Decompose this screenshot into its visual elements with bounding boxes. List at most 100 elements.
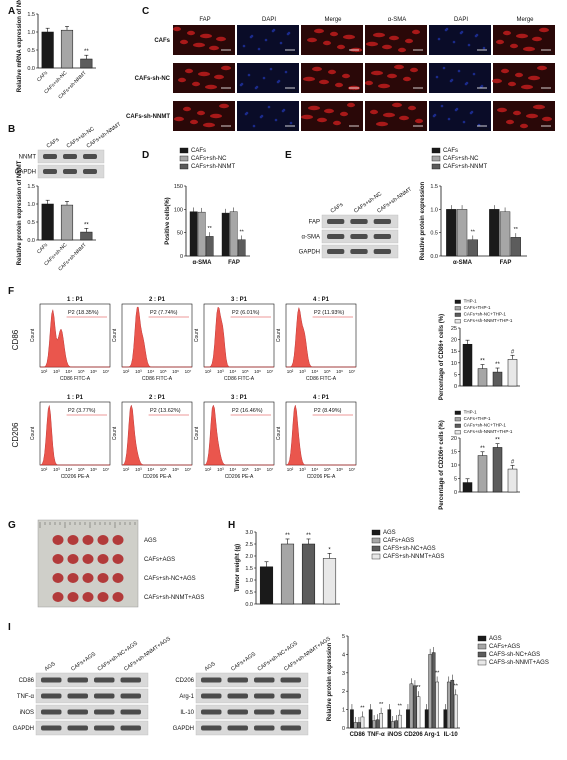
panel-c-nucleus (442, 66, 446, 70)
panel-e-tick-label: 1.5 (430, 184, 438, 190)
panel-i-tick-label: 3 (342, 671, 345, 677)
panel-c-cell (198, 71, 210, 77)
panel-c-nucleus (435, 75, 439, 79)
panel-h-tick-label: 0.5 (245, 590, 253, 596)
panel-f-cd206-flow-x-tick: 10² (287, 467, 294, 472)
panel-g-row-label: CAFs+AGS (144, 557, 175, 563)
panel-c-cell (389, 35, 399, 41)
panel-g-tumor (82, 554, 94, 564)
panel-c-cell (387, 73, 397, 79)
panel-i-legend-swatch (477, 659, 487, 666)
panel-c-cell (340, 111, 348, 117)
panel-c-column-title: DAPI (454, 17, 468, 23)
panel-i-blot2-band (254, 709, 275, 715)
panel-h-legend-label: CAFS+sh-NNMT+AGS (383, 554, 444, 560)
panel-c-cell (193, 42, 205, 48)
panel-c-cell (520, 123, 528, 129)
panel-f-cd86-flow-histogram (39, 309, 110, 368)
panel-h-sig: * (328, 547, 331, 553)
panel-f-cd86-flow-title: 2 : P1 (149, 297, 166, 303)
panel-c-cell (185, 68, 193, 74)
panel-c-scale-label: 50μm (543, 50, 554, 55)
panel-i-blot2-row-label: CD206 (175, 678, 194, 684)
panel-c-nucleus (474, 34, 478, 38)
panel-f-cd86-flow-x-tick: 10⁵ (324, 369, 331, 374)
panel-c-scale-label: 50μm (223, 88, 234, 93)
panel-c-cell (497, 107, 507, 113)
panel-c-cell (342, 73, 350, 79)
panel-f-cd86-legend-swatch (454, 299, 461, 304)
panel-f-cd86-flow-x-tick: 10³ (299, 369, 306, 374)
panel-a-tick-label: 0.5 (27, 48, 35, 54)
panel-d-legend-swatch (179, 163, 189, 170)
panel-c-cell (197, 110, 205, 116)
panel-i-blot1-band (67, 725, 88, 731)
panel-c-cell (216, 36, 226, 42)
panel-g-label: G (8, 520, 16, 531)
panel-f-cd206-bars-bar (462, 482, 473, 493)
panel-i-sig: ** (398, 704, 403, 710)
panel-a-tick-label: 1.0 (27, 30, 35, 36)
panel-i-blot2-band (280, 677, 301, 683)
panel-e-blot-band (373, 219, 391, 224)
panel-h-legend-swatch (371, 537, 381, 544)
panel-e-legend-label: CAFs+sh-NNMT (443, 164, 488, 170)
panel-i-blot2-band (280, 709, 301, 715)
panel-d-bar (221, 212, 230, 257)
panel-c-scale-label: 50μm (415, 126, 426, 131)
panel-f-cd86-legend-swatch (454, 319, 461, 324)
panel-i-sig: ** (416, 685, 421, 691)
panel-f-cd86-bars-tick-label: 5 (454, 372, 457, 378)
panel-e-label: E (285, 150, 292, 161)
panel-i-bar (350, 709, 354, 729)
panel-b-tick-label: 1.0 (27, 202, 35, 208)
panel-i-sig: ** (435, 670, 440, 676)
panel-c-nucleus (286, 32, 290, 36)
panel-c-row-label: CAFs (154, 38, 170, 44)
panel-d-tick-label: 100 (174, 207, 183, 213)
panel-i-blot1-row-label: TNF-α (17, 694, 35, 700)
panel-f-cd206-flow-gate-label: P2 (13.62%) (150, 408, 181, 414)
panel-c-scale-label: 50μm (479, 126, 490, 131)
panel-i-bar (424, 709, 429, 729)
panel-i-legend-label: CAFS-sh-NC+AGS (489, 652, 540, 658)
panel-f-cd86-flow-histogram (204, 306, 274, 368)
panel-i-blot2-band (227, 693, 248, 699)
panel-f-cd86-flow-gate-label: P2 (7.74%) (150, 310, 178, 316)
panel-i-group-label: iNOS (387, 732, 402, 738)
panel-i-blot1-blot-strip (35, 720, 149, 736)
panel-b-blot-band (43, 154, 57, 159)
panel-f-cd86-flow-title: 4 : P1 (313, 297, 330, 303)
panel-i-blot2-blot-strip (195, 704, 309, 720)
panel-f-cd206-flow-x-tick: 10² (123, 467, 130, 472)
panel-e-bar (467, 239, 478, 257)
panel-f-cd206-flow-x-tick: 10⁶ (336, 467, 343, 472)
panel-c-scale-label: 50μm (479, 88, 490, 93)
panel-i-blot1-row-label: GAPDH (13, 726, 34, 732)
panel-c-cell (496, 39, 504, 45)
panel-f-cd206-flow-title: 2 : P1 (149, 395, 166, 401)
panel-c-cell (383, 112, 395, 118)
panel-f-cd86-bars-tick-label: 25 (451, 326, 457, 332)
panel-g-tumor (97, 573, 109, 583)
panel-c-scale-label: 50μm (543, 88, 554, 93)
panel-i-blot2-lane-label: CAFs+AGS (230, 651, 257, 672)
panel-c-cell (398, 47, 406, 53)
panel-c-nucleus (437, 37, 441, 41)
panel-g-tumor (52, 554, 64, 564)
panel-d-tick-label: 0 (180, 254, 183, 260)
panel-c-scale-label: 50μm (351, 88, 362, 93)
panel-i-bar (409, 683, 414, 729)
panel-i-blot1-blot-strip (35, 672, 149, 688)
panel-i-group-label: CD206 (404, 732, 423, 738)
panel-f-cd206-flow-x-tick: 10³ (135, 467, 142, 472)
panel-f-cd86-bars-tick-label: 0 (454, 384, 457, 390)
panel-c-cell (187, 30, 195, 36)
panel-c-cell (510, 43, 518, 49)
panel-d-legend-label: CAFs (191, 148, 206, 154)
panel-c-nucleus (449, 79, 453, 83)
panel-f-cd206-legend-swatch (454, 417, 461, 422)
panel-c-cell (209, 45, 219, 51)
panel-i-blot2-lane-label: CAFs+sh-NNMT+AGS (283, 636, 332, 673)
panel-c-cell (192, 81, 200, 87)
